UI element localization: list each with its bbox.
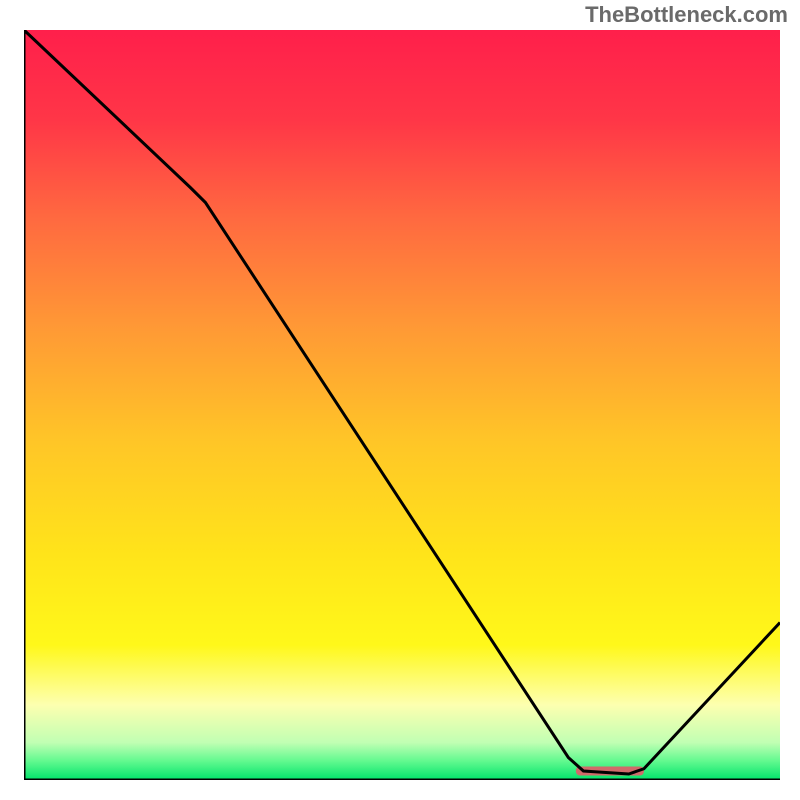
chart-container: TheBottleneck.com — [0, 0, 800, 800]
gradient-background — [24, 30, 780, 780]
watermark-text: TheBottleneck.com — [585, 2, 788, 28]
plot-area — [24, 30, 780, 780]
chart-svg — [24, 30, 780, 780]
